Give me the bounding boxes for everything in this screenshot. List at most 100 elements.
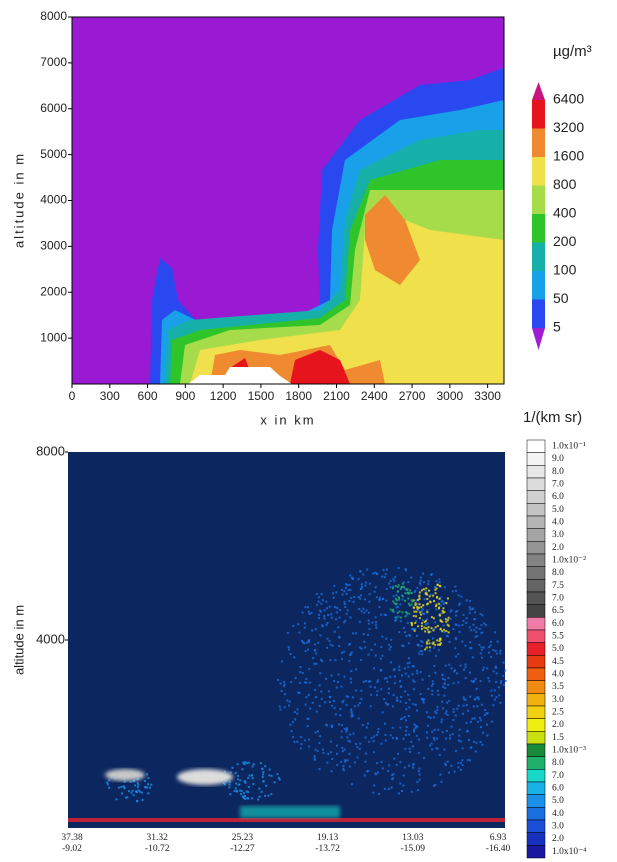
- backscatter-speckle: [394, 616, 397, 619]
- backscatter-speckle: [428, 649, 431, 652]
- backscatter-speckle: [283, 685, 286, 688]
- backscatter-speckle: [403, 631, 406, 634]
- backscatter-speckle: [402, 627, 405, 630]
- y-tick-label: 2000: [40, 284, 67, 298]
- backscatter-speckle: [416, 586, 419, 589]
- backscatter-speckle: [384, 614, 387, 617]
- backscatter-speckle: [421, 609, 424, 612]
- backscatter-field: [68, 566, 507, 822]
- backscatter-speckle: [415, 734, 418, 737]
- backscatter-speckle: [335, 618, 338, 621]
- backscatter-speckle: [457, 624, 460, 627]
- backscatter-speckle: [400, 718, 403, 721]
- backscatter-speckle: [350, 670, 353, 673]
- backscatter-speckle: [246, 762, 249, 765]
- backscatter-speckle: [410, 622, 413, 625]
- backscatter-speckle: [494, 689, 497, 692]
- backscatter-speckle: [395, 696, 398, 699]
- backscatter-speckle: [108, 779, 111, 782]
- backscatter-speckle: [443, 611, 446, 614]
- backscatter-speckle: [318, 613, 321, 616]
- backscatter-speckle: [426, 618, 429, 621]
- backscatter-speckle: [434, 626, 437, 629]
- colorbar-cell: [526, 693, 546, 707]
- backscatter-speckle: [393, 757, 396, 760]
- backscatter-speckle: [127, 790, 130, 793]
- backscatter-speckle: [371, 621, 374, 624]
- backscatter-speckle: [432, 641, 435, 644]
- backscatter-speckle: [298, 681, 301, 684]
- backscatter-speckle: [322, 751, 325, 754]
- backscatter-speckle: [412, 688, 415, 691]
- backscatter-speckle: [430, 616, 433, 619]
- backscatter-speckle: [404, 569, 407, 572]
- backscatter-speckle: [239, 779, 242, 782]
- backscatter-speckle: [426, 598, 429, 601]
- backscatter-speckle: [120, 785, 123, 788]
- backscatter-speckle: [244, 781, 247, 784]
- backscatter-speckle: [407, 666, 410, 669]
- backscatter-speckle: [368, 628, 371, 631]
- backscatter-speckle: [415, 615, 418, 618]
- backscatter-speckle: [261, 767, 264, 770]
- backscatter-speckle: [244, 797, 247, 800]
- backscatter-speckle: [391, 774, 394, 777]
- backscatter-speckle: [290, 681, 293, 684]
- colorbar-cell: [526, 642, 546, 656]
- backscatter-speckle: [432, 642, 435, 645]
- backscatter-speckle: [334, 659, 337, 662]
- backscatter-speckle: [344, 759, 347, 762]
- y-tick-label: 6000: [40, 101, 67, 115]
- backscatter-speckle: [350, 708, 353, 711]
- backscatter-speckle: [330, 674, 333, 677]
- backscatter-speckle: [440, 718, 443, 721]
- backscatter-speckle: [247, 791, 250, 794]
- backscatter-speckle: [410, 599, 413, 602]
- backscatter-speckle: [369, 680, 372, 683]
- backscatter-speckle: [417, 789, 420, 792]
- backscatter-speckle: [443, 628, 446, 631]
- backscatter-speckle: [352, 714, 355, 717]
- backscatter-speckle: [309, 707, 312, 710]
- backscatter-speckle: [468, 626, 471, 629]
- backscatter-speckle: [474, 677, 477, 680]
- backscatter-speckle: [134, 784, 137, 787]
- backscatter-speckle: [408, 612, 411, 615]
- colorbar-label: 1.5: [552, 733, 564, 743]
- backscatter-speckle: [438, 640, 441, 643]
- backscatter-speckle: [300, 743, 303, 746]
- backscatter-speckle: [346, 609, 349, 612]
- backscatter-speckle: [335, 611, 338, 614]
- backscatter-speckle: [312, 656, 315, 659]
- backscatter-speckle: [413, 728, 416, 731]
- backscatter-speckle: [425, 587, 428, 590]
- backscatter-speckle: [473, 680, 476, 683]
- backscatter-speckle: [412, 766, 415, 769]
- backscatter-speckle: [428, 589, 431, 592]
- colorbar-label: 6.5: [552, 606, 564, 616]
- colorbar-cell: [526, 756, 546, 770]
- backscatter-speckle: [397, 792, 400, 795]
- backscatter-speckle: [406, 588, 409, 591]
- backscatter-speckle: [430, 742, 433, 745]
- backscatter-speckle: [421, 640, 424, 643]
- backscatter-speckle: [243, 763, 246, 766]
- backscatter-speckle: [330, 751, 333, 754]
- backscatter-speckle: [396, 699, 399, 702]
- backscatter-speckle: [292, 736, 295, 739]
- backscatter-speckle: [438, 597, 441, 600]
- backscatter-speckle: [354, 689, 357, 692]
- backscatter-speckle: [482, 731, 485, 734]
- backscatter-speckle: [280, 660, 283, 663]
- colorbar-label: 8.0: [552, 568, 564, 578]
- backscatter-speckle: [459, 768, 462, 771]
- backscatter-speckle: [303, 622, 306, 625]
- backscatter-speckle: [346, 584, 349, 587]
- backscatter-speckle: [378, 792, 381, 795]
- backscatter-speckle: [307, 610, 310, 613]
- backscatter-speckle: [498, 694, 501, 697]
- backscatter-speckle: [392, 600, 395, 603]
- backscatter-speckle: [424, 623, 427, 626]
- colorbar-cell: [526, 591, 546, 605]
- backscatter-speckle: [297, 623, 300, 626]
